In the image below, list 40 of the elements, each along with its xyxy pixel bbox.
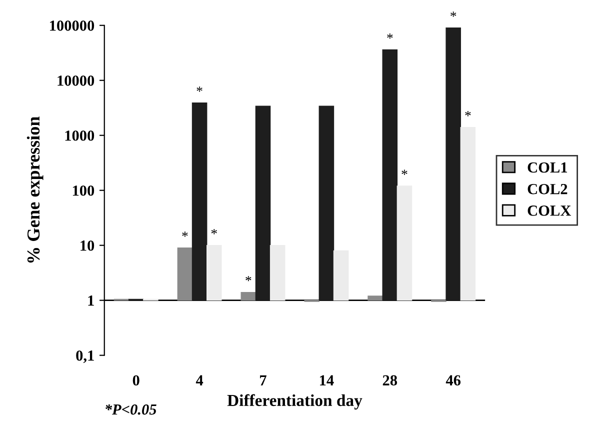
bar bbox=[192, 102, 208, 301]
legend-label: COLX bbox=[528, 206, 572, 216]
bar bbox=[396, 186, 412, 301]
data-label: * bbox=[182, 232, 188, 237]
x-tick-label: 28 bbox=[382, 375, 398, 386]
bar bbox=[460, 126, 476, 301]
y-tick-label: 1000 bbox=[65, 130, 94, 141]
y-axis-title: % Gene expression bbox=[26, 116, 44, 263]
bar bbox=[270, 244, 286, 301]
y-tick-label: 1 bbox=[88, 296, 94, 306]
y-tick-label: 100 bbox=[72, 185, 94, 196]
bar bbox=[177, 248, 193, 301]
data-label: * bbox=[450, 12, 456, 17]
bar bbox=[368, 296, 383, 301]
data-label: * bbox=[465, 111, 471, 116]
x-axis-title: Differentiation day bbox=[227, 394, 362, 410]
bar bbox=[318, 106, 334, 301]
bar bbox=[240, 292, 256, 301]
bar bbox=[206, 244, 222, 301]
data-label: * bbox=[211, 229, 217, 234]
y-tick-label: 100000 bbox=[50, 20, 94, 31]
data-label: * bbox=[387, 34, 393, 39]
x-tick-label: 7 bbox=[260, 375, 266, 386]
data-label: * bbox=[402, 170, 408, 175]
bar bbox=[382, 49, 398, 301]
y-tick-label: 10000 bbox=[58, 76, 94, 86]
x-tick-label: 0 bbox=[132, 375, 140, 386]
y-tick-label: 10 bbox=[80, 240, 94, 251]
bar bbox=[333, 250, 349, 301]
data-label: * bbox=[196, 86, 202, 92]
x-tick-label: 14 bbox=[320, 375, 334, 386]
text: *P<0.05 bbox=[106, 404, 156, 415]
legend-label: COL2 bbox=[528, 184, 568, 194]
legend-label: COL1 bbox=[528, 162, 568, 173]
bar bbox=[255, 106, 271, 301]
y-tick-label: 0,1 bbox=[76, 350, 94, 363]
x-tick-label: 46 bbox=[446, 375, 461, 386]
x-tick-label: 4 bbox=[196, 375, 204, 386]
bar bbox=[446, 28, 461, 301]
data-label: * bbox=[246, 276, 252, 282]
